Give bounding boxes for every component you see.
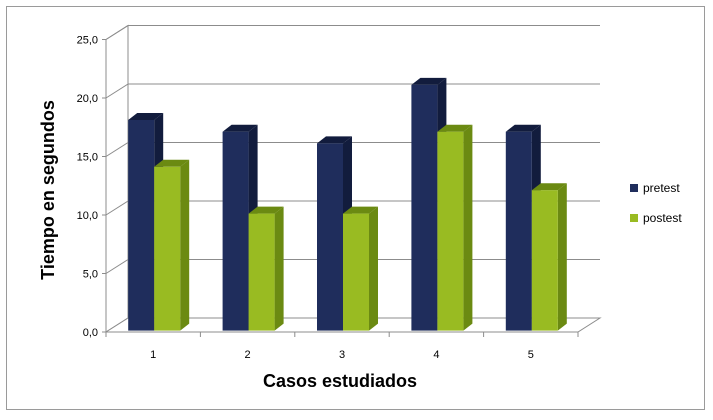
bar-side bbox=[557, 183, 567, 331]
bar-top bbox=[437, 124, 473, 132]
bar-front bbox=[222, 131, 249, 331]
bar-top bbox=[128, 113, 164, 120]
legend-swatch bbox=[630, 214, 638, 222]
x-tick-label: 5 bbox=[528, 349, 534, 361]
y-tick-label: 20,0 bbox=[77, 93, 98, 105]
bar-front bbox=[128, 120, 155, 331]
x-tick-label: 2 bbox=[245, 349, 251, 361]
y-tick-label: 10,0 bbox=[77, 210, 98, 222]
bar-side bbox=[274, 206, 284, 331]
x-tick-labels: 1 2 3 4 5 bbox=[150, 349, 534, 361]
legend-label: pretest bbox=[643, 181, 680, 195]
bar-top bbox=[505, 124, 541, 132]
bar-side bbox=[369, 206, 378, 331]
bar-top bbox=[317, 136, 352, 144]
bar-front bbox=[248, 213, 275, 331]
bar-postest-4 bbox=[437, 124, 473, 331]
y-tick-labels: 0,0 5,0 10,0 15,0 20,0 25,0 bbox=[77, 35, 98, 340]
legend-item-postest: postest bbox=[630, 211, 682, 225]
y-tick-label: 0,0 bbox=[83, 327, 98, 339]
gridline-side bbox=[105, 25, 129, 40]
bar-side bbox=[180, 159, 190, 331]
y-tick-label: 5,0 bbox=[83, 269, 98, 281]
bar-top bbox=[343, 206, 378, 214]
bar-top bbox=[411, 77, 447, 85]
gridline-side bbox=[105, 259, 129, 274]
x-tick-label: 1 bbox=[150, 349, 156, 361]
bar-top bbox=[531, 183, 567, 191]
bars bbox=[128, 77, 567, 331]
legend: pretest postest bbox=[630, 181, 682, 225]
y-axis-title: Tiempo en segundos bbox=[38, 100, 58, 280]
gridline-side bbox=[105, 83, 129, 99]
x-tick-label: 3 bbox=[339, 349, 345, 361]
bar-front bbox=[343, 213, 369, 331]
gridline-side bbox=[105, 200, 129, 216]
bar-front bbox=[437, 131, 464, 331]
bar-postest-5 bbox=[531, 183, 567, 331]
bar-top bbox=[154, 159, 190, 167]
bar-front bbox=[531, 190, 558, 331]
bar-postest-1 bbox=[154, 159, 190, 331]
legend-label: postest bbox=[643, 211, 682, 225]
bar-top bbox=[222, 124, 258, 132]
y-tick-label: 25,0 bbox=[77, 35, 98, 47]
x-axis-title: Casos estudiados bbox=[263, 371, 417, 391]
bar-postest-2 bbox=[248, 206, 284, 331]
bar-pretest-3 bbox=[317, 136, 352, 331]
side-wall bbox=[105, 24, 129, 333]
y-tick-label: 15,0 bbox=[77, 152, 98, 164]
x-tick-label: 4 bbox=[433, 349, 439, 361]
bar-front bbox=[411, 84, 438, 331]
bar-side bbox=[463, 124, 473, 331]
legend-item-pretest: pretest bbox=[630, 181, 680, 195]
bar-front bbox=[505, 131, 532, 331]
bar-front bbox=[317, 143, 343, 331]
bar-front bbox=[154, 166, 181, 331]
bar-postest-3 bbox=[343, 206, 378, 331]
legend-swatch bbox=[630, 184, 638, 192]
bar-top bbox=[248, 206, 284, 214]
gridline-side bbox=[105, 142, 129, 157]
